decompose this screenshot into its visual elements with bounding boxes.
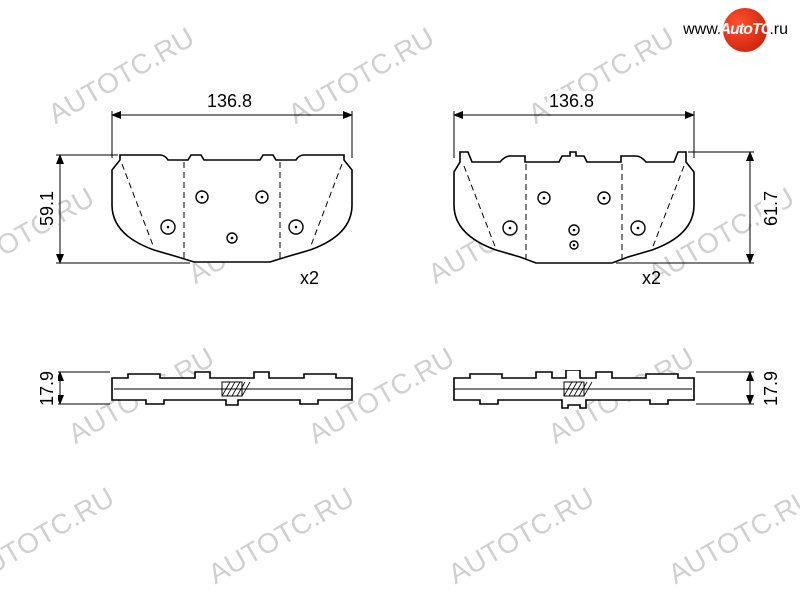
left-thickness-dim: 17.9 <box>37 369 58 408</box>
right-qty-label: x2 <box>642 268 661 289</box>
dimension-lines <box>0 0 800 600</box>
right-width-dim: 136.8 <box>547 91 596 112</box>
site-logo: www. AutoTC .ru <box>683 8 788 52</box>
right-height-dim: 61.7 <box>761 189 782 228</box>
logo-badge: AutoTC <box>723 8 767 52</box>
left-height-dim: 59.1 <box>37 189 58 228</box>
left-width-dim: 136.8 <box>205 91 254 112</box>
logo-suffix: .ru <box>769 21 788 39</box>
right-thickness-dim: 17.9 <box>761 369 782 408</box>
logo-prefix: www. <box>683 21 721 39</box>
left-qty-label: x2 <box>300 268 319 289</box>
